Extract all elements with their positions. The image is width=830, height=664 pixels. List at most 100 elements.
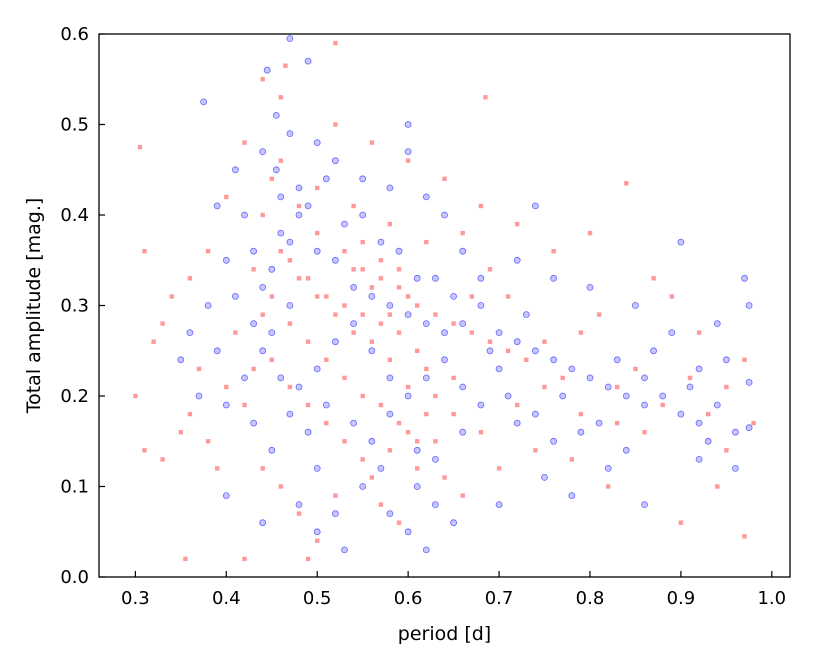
- series-0-point: [677, 238, 685, 246]
- series-0-point: [513, 419, 521, 427]
- series-1-point: [387, 357, 393, 362]
- series-1-point: [287, 258, 293, 263]
- series-0-point: [272, 112, 280, 119]
- series-1-point: [369, 475, 374, 480]
- series-1-point: [424, 411, 429, 417]
- series-1-point: [578, 330, 584, 335]
- series-0-point: [613, 356, 621, 364]
- x-tick-label: 0.4: [212, 588, 241, 609]
- series-1-point: [360, 239, 365, 245]
- series-1-point: [333, 40, 338, 46]
- series-0-point: [622, 446, 630, 454]
- series-1-point: [660, 402, 665, 408]
- series-1-point: [433, 439, 438, 444]
- series-0-point: [641, 501, 648, 509]
- series-0-point: [604, 383, 612, 391]
- series-0-point: [404, 311, 412, 319]
- series-0-point: [741, 274, 748, 282]
- series-0-point: [386, 184, 394, 192]
- series-0-point: [513, 338, 521, 346]
- series-0-point: [422, 374, 430, 382]
- series-0-point: [295, 501, 303, 509]
- series-1-point: [260, 77, 265, 82]
- x-axis-label: period [d]: [398, 623, 491, 645]
- series-0-point: [295, 383, 303, 391]
- series-0-point: [277, 229, 285, 237]
- y-tick-label: 0.0: [60, 567, 89, 588]
- series-1-point: [315, 230, 320, 236]
- series-0-point: [404, 121, 412, 128]
- series-1-point: [633, 366, 638, 372]
- series-0-point: [341, 220, 348, 228]
- series-1-point: [251, 267, 256, 272]
- series-1-point: [205, 249, 211, 254]
- series-0-point: [350, 283, 358, 291]
- series-0-point: [422, 320, 430, 328]
- series-0-point: [450, 519, 458, 527]
- series-0-point: [745, 302, 753, 309]
- series-0-point: [422, 546, 430, 554]
- series-0-point: [331, 510, 339, 517]
- series-1-point: [224, 384, 229, 390]
- series-1-point: [442, 176, 447, 181]
- series-1-point: [396, 285, 402, 290]
- series-1-point: [251, 366, 256, 372]
- series-0-point: [431, 274, 439, 282]
- series-1-point: [524, 357, 529, 362]
- series-0-point: [577, 428, 585, 436]
- series-0-point: [350, 320, 358, 328]
- series-1-point: [296, 276, 302, 281]
- series-1-point: [242, 140, 247, 145]
- series-1-point: [278, 249, 283, 254]
- series-1-point: [451, 411, 456, 417]
- series-1-point: [742, 357, 747, 362]
- series-0-point: [732, 428, 739, 436]
- series-0-point: [286, 302, 294, 309]
- series-1-point: [469, 294, 474, 299]
- series-0-point: [532, 410, 539, 418]
- series-0-point: [650, 347, 657, 355]
- series-1-point: [505, 348, 511, 353]
- series-0-point: [263, 66, 271, 74]
- x-tick-label: 1.0: [757, 588, 786, 609]
- series-1-point: [596, 312, 602, 317]
- series-1-point: [169, 294, 174, 299]
- series-0-point: [177, 356, 185, 364]
- series-0-point: [532, 347, 539, 355]
- series-1-point: [578, 411, 584, 417]
- series-1-point: [496, 466, 502, 471]
- series-1-point: [305, 276, 311, 281]
- series-0-point: [359, 211, 367, 219]
- series-0-point: [350, 419, 358, 427]
- series-1-point: [505, 294, 511, 299]
- series-0-point: [322, 401, 330, 409]
- series-1-point: [487, 339, 493, 344]
- series-1-point: [460, 230, 465, 236]
- series-1-point: [587, 230, 593, 236]
- series-1-point: [233, 330, 238, 335]
- series-1-point: [478, 430, 484, 435]
- series-1-point: [424, 366, 429, 372]
- series-1-point: [324, 357, 329, 362]
- series-1-point: [333, 312, 338, 317]
- series-1-point: [724, 448, 729, 453]
- series-0-point: [677, 410, 685, 418]
- series-0-point: [622, 392, 630, 400]
- series-0-point: [186, 329, 194, 337]
- series-0-point: [686, 383, 694, 391]
- series-1-point: [360, 457, 365, 462]
- series-1-point: [378, 502, 384, 507]
- series-1-point: [178, 430, 183, 435]
- series-0-point: [541, 473, 548, 481]
- series-0-point: [568, 365, 576, 373]
- series-1-point: [342, 303, 347, 308]
- series-1-point: [215, 466, 220, 471]
- series-1-point: [160, 457, 165, 462]
- series-0-point: [495, 329, 503, 337]
- series-0-point: [204, 302, 212, 309]
- series-1-point: [405, 294, 411, 299]
- series-1-point: [324, 294, 329, 299]
- y-tick-label: 0.4: [60, 205, 89, 226]
- series-0-point: [559, 392, 567, 400]
- series-1-point: [483, 95, 488, 100]
